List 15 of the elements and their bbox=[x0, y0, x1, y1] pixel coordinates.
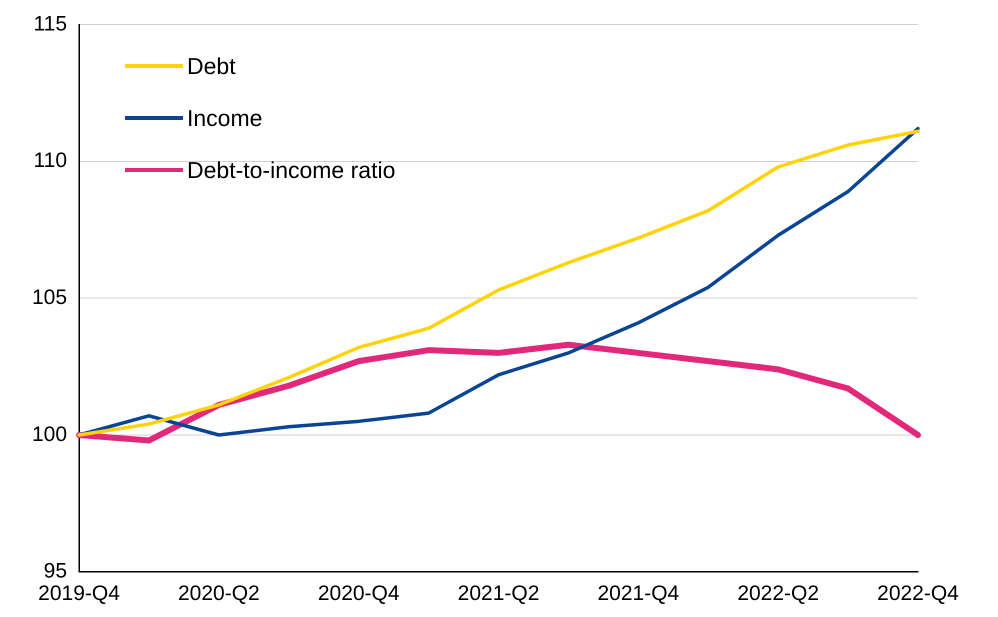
x-tick-label: 2020-Q2 bbox=[178, 582, 260, 606]
x-tick-label: 2021-Q4 bbox=[597, 582, 680, 606]
legend-label: Debt bbox=[187, 52, 236, 80]
y-tick-label: 115 bbox=[34, 12, 68, 36]
y-tick-label: 105 bbox=[32, 286, 68, 309]
x-tick-label: 2021-Q2 bbox=[458, 582, 540, 606]
legend-label: Debt-to-income ratio bbox=[187, 156, 396, 184]
legend-label: Income bbox=[187, 104, 262, 132]
x-tick-label: 2020-Q4 bbox=[318, 582, 400, 606]
y-tick-label: 100 bbox=[32, 422, 68, 446]
x-tick-label: 2022-Q2 bbox=[737, 582, 820, 606]
x-tick-label: 2022-Q4 bbox=[877, 582, 960, 606]
y-tick-label: 110 bbox=[34, 149, 68, 172]
x-tick-label: 2019-Q4 bbox=[38, 582, 120, 606]
y-tick-label: 95 bbox=[44, 560, 68, 583]
